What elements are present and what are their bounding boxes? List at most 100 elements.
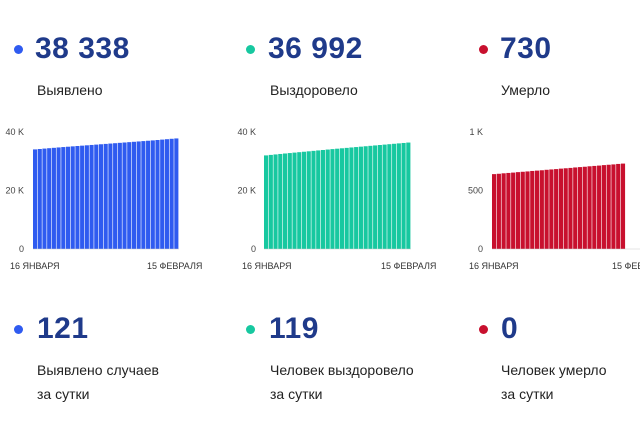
y-tick-label: 0 [19,244,24,254]
chart-bar [103,143,108,249]
chart-bar [368,145,373,249]
chart-bar [297,152,302,249]
chart-bar [492,174,497,249]
stat-value: 730 [500,32,552,65]
x-axis-end-label: 15 ФЕВРАЛЯ [612,261,640,271]
chart-bar [61,147,66,249]
chart-bar [554,169,559,249]
chart-bar [37,148,42,249]
stat-label-line1: Человек выздоровело [270,362,414,378]
chart-bar [525,171,530,249]
y-tick-label: 40 K [237,127,256,137]
chart-bar [534,170,540,249]
dot-icon [246,45,255,54]
dot-icon [246,325,255,334]
chart-bar [339,148,345,249]
chart-bar [620,163,626,249]
y-tick-label: 0 [251,244,256,254]
chart-bar [51,147,56,249]
chart-bar [273,154,278,249]
chart-bar [401,142,406,249]
chart-bar [155,140,160,249]
chart-bar [496,173,501,249]
stat-label-line1: Выявлено случаев [37,362,159,378]
chart-bar [94,144,99,249]
stat-value: 36 992 [268,32,363,65]
chart-bar [515,172,521,249]
stat-value: 119 [269,312,319,345]
chart-bar [387,144,392,249]
chart-bar [530,170,535,249]
chart-bar [75,146,80,249]
chart-bar [316,150,321,249]
stat-label-line2: за сутки [270,386,323,402]
chart-bar [164,139,169,249]
chart-bar [597,165,602,249]
chart-bar [131,141,137,249]
y-tick-label: 20 K [237,186,256,196]
chart-bar [278,153,283,249]
chart-bar [117,142,122,249]
stat-label-line2: за сутки [37,386,90,402]
chart-bar [601,165,606,249]
chart-bar [373,145,378,249]
y-tick-label: 40 K [5,127,24,137]
chart-bar [89,144,94,249]
stat-label-line2: за сутки [501,386,554,402]
chart-bar [520,171,525,249]
dot-icon [479,45,488,54]
chart-bar [549,169,554,249]
chart-bar [616,163,621,249]
chart-bar [511,172,516,249]
chart-bar [122,142,127,249]
chart-bar [501,173,506,249]
chart-bar [363,146,368,249]
chart-bar [358,146,363,249]
x-axis-start-label: 16 ЯНВАРЯ [469,261,519,271]
stat-label-line1: Человек умерло [501,362,607,378]
chart-bar [320,149,326,249]
chart-bar [65,146,71,249]
chart-bar [287,153,292,249]
stat-label: Выздоровело [270,82,358,98]
chart-bar [70,146,75,249]
chart-bar [150,140,155,249]
chart-bar [349,147,354,249]
dot-icon [14,325,23,334]
chart-bar [506,172,511,249]
dot-icon [14,45,23,54]
stat-value: 0 [501,312,519,345]
chart-bar [382,144,387,249]
chart-bar [136,141,141,249]
chart-bar [113,143,118,249]
chart-bar [577,167,583,249]
chart-bar [330,149,335,249]
chart-bar [539,170,544,249]
chart-bar [377,145,382,249]
chart-bar [174,138,179,249]
y-tick-label: 20 K [5,186,24,196]
chart-bar [141,141,146,249]
stat-label: Выявлено [37,82,103,98]
chart-bar [406,142,411,249]
chart-bar [160,139,165,249]
chart-bar [606,164,611,249]
y-tick-label: 0 [478,244,483,254]
x-axis-end-label: 15 ФЕВРАЛЯ [147,261,203,271]
recovered-bar-chart: 40 K 20 K 0 [237,127,411,254]
chart-bar [98,144,104,249]
chart-bar [611,164,616,249]
dot-icon [479,325,488,334]
y-tick-label: 500 [468,186,483,196]
chart-bar [592,165,597,249]
chart-bar [84,145,89,249]
x-axis-start-label: 16 ЯНВАРЯ [10,261,60,271]
chart-bar [42,148,47,249]
chart-bar [354,147,359,249]
chart-bar [335,148,340,249]
chart-bar [108,143,113,249]
chart-bar [325,149,330,249]
chart-bar [292,152,297,249]
chart-bar [396,143,401,249]
chart-bar [146,140,151,249]
